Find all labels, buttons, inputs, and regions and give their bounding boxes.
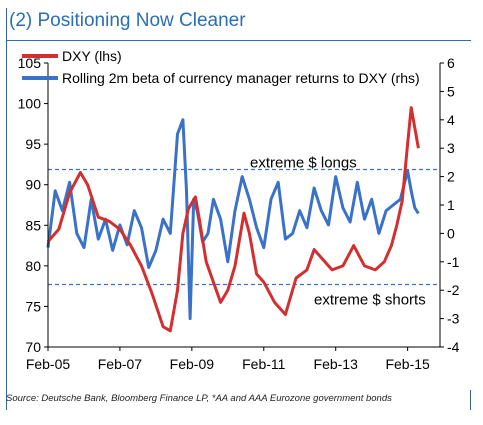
- y-right-tick-label: 5: [447, 83, 455, 99]
- legend-label-beta: Rolling 2m beta of currency manager retu…: [62, 70, 420, 86]
- y-left-tick-label: 75: [25, 298, 41, 314]
- annotation-extreme-shorts: extreme $ shorts: [314, 292, 426, 309]
- source-note: Source: Deutsche Bank, Bloomberg Finance…: [6, 393, 392, 404]
- y-left-tick-label: 100: [18, 96, 42, 112]
- chart-title: (2) Positioning Now Cleaner: [9, 10, 246, 31]
- y-right-tick-label: -4: [447, 339, 460, 355]
- y-left-tick-label: 70: [25, 339, 41, 355]
- chart-svg: 70 75 80 85 90 95 100 105 -4 -3 -2 -1 0 1 2 3 4 5 6 Feb-05 F…: [18, 48, 460, 372]
- y-right-tick-label: -3: [447, 311, 460, 327]
- y-left-tick-label: 90: [25, 177, 41, 193]
- frame-left-border: [6, 8, 7, 410]
- x-tick-label: Feb-15: [385, 356, 430, 372]
- x-tick-label: Feb-05: [26, 356, 71, 372]
- title-underline: [6, 40, 471, 41]
- series-line-beta: [46, 118, 420, 321]
- y-right-tick-label: 6: [447, 55, 455, 71]
- x-tick-label: Feb-11: [242, 356, 286, 372]
- series-line-dxy: [46, 106, 420, 333]
- x-tick-label: Feb-13: [314, 356, 359, 372]
- x-tick-label: Feb-07: [98, 356, 143, 372]
- y-right-tick-label: -2: [447, 282, 460, 298]
- y-right-tick-label: 0: [447, 225, 455, 241]
- annotation-extreme-longs: extreme $ longs: [250, 155, 357, 172]
- y-left-tick-label: 80: [25, 258, 41, 274]
- y-left-tick-label: 85: [25, 217, 41, 233]
- threshold-lines: [48, 168, 440, 286]
- y-right-tick-label: 4: [447, 112, 455, 128]
- y-right-tick-label: -1: [447, 254, 460, 270]
- y-right-tick-label: 2: [447, 169, 455, 185]
- axes-layer: 70 75 80 85 90 95 100 105 -4 -3 -2 -1 0 1 2 3 4 5 6 Feb-05 F…: [18, 55, 460, 372]
- legend-label-dxy: DXY (lhs): [62, 48, 122, 64]
- frame-right-tick: [470, 390, 471, 410]
- annotations: extreme $ longs extreme $ shorts: [250, 155, 426, 309]
- x-tick-label: Feb-09: [170, 356, 215, 372]
- y-right-tick-label: 1: [447, 197, 455, 213]
- y-left-tick-label: 95: [25, 136, 41, 152]
- legend: DXY (lhs) Rolling 2m beta of currency man…: [22, 48, 420, 86]
- series-layer: [46, 106, 420, 333]
- y-right-tick-label: 3: [447, 140, 455, 156]
- y-left-tick-label: 105: [18, 55, 42, 71]
